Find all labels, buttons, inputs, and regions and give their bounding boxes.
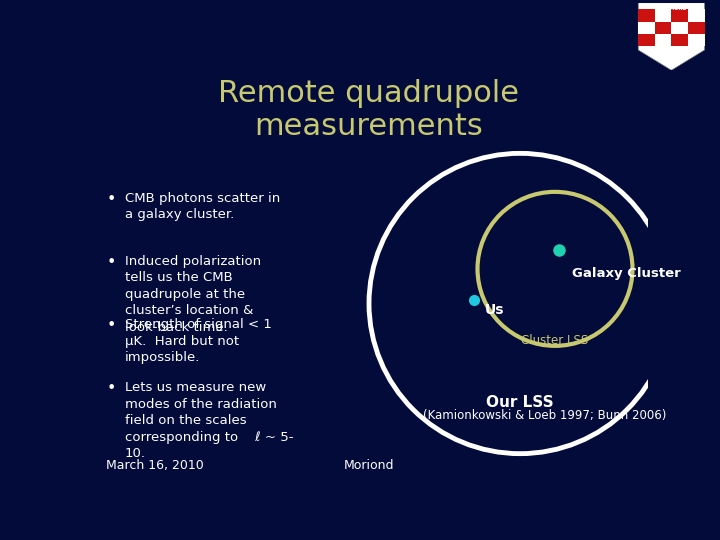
Text: Our LSS: Our LSS [486,395,554,409]
Text: •: • [107,255,117,270]
Bar [638,22,655,33]
Bar [671,10,688,22]
Bar [671,22,688,33]
Text: Cluster LSS: Cluster LSS [521,334,589,347]
Bar [655,10,671,22]
Text: CMB photons scatter in
a galaxy cluster.: CMB photons scatter in a galaxy cluster. [125,192,280,221]
Bar [638,33,655,46]
Bar [638,10,655,22]
Bar [655,33,671,46]
Text: (Kamionkowski & Loeb 1997; Bunn 2006): (Kamionkowski & Loeb 1997; Bunn 2006) [423,409,667,422]
Text: Strength of signal < 1
μK.  Hard but not
impossible.: Strength of signal < 1 μK. Hard but not … [125,318,271,364]
Text: •: • [107,381,117,396]
Text: Lets us measure new
modes of the radiation
field on the scales
corresponding to : Lets us measure new modes of the radiati… [125,381,293,460]
Polygon shape [638,3,704,70]
Text: Moriond: Moriond [343,458,395,472]
Text: Us: Us [485,303,505,318]
Text: March 16, 2010: March 16, 2010 [106,458,203,472]
Text: Remote quadrupole
measurements: Remote quadrupole measurements [218,79,520,141]
Text: •: • [107,192,117,207]
Text: RICHMOND: RICHMOND [656,6,687,11]
Bar [688,22,704,33]
Bar [671,33,688,46]
Bar [688,33,704,46]
Bar [688,10,704,22]
Bar [655,22,671,33]
Text: Induced polarization
tells us the CMB
quadrupole at the
cluster’s location &
loo: Induced polarization tells us the CMB qu… [125,255,261,334]
Text: Galaxy Cluster: Galaxy Cluster [572,267,681,280]
Text: •: • [107,318,117,333]
